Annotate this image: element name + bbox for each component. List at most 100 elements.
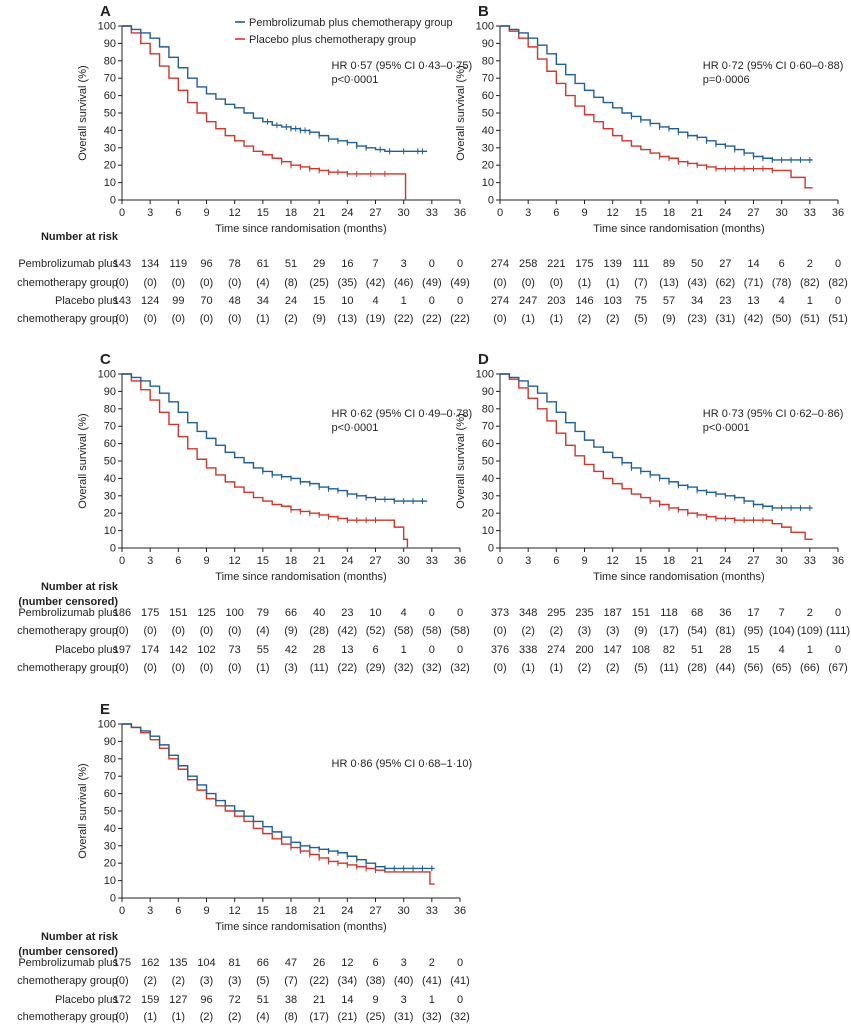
risk-cell: (4) [256,625,269,637]
x-axis-label: Time since randomisation (months) [593,571,764,583]
risk-cell: 187 [603,607,621,619]
y-tick-label: 10 [482,177,494,189]
x-tick-label: 3 [147,207,153,219]
risk-cell: 3 [401,994,407,1006]
risk-cell: 16 [341,258,353,270]
p-value-text: p=0·0006 [703,74,750,86]
p-value-text: p<0·0001 [703,422,750,434]
risk-cell: (32) [450,1011,470,1023]
risk-cell: 3 [401,957,407,969]
risk-cell: (1) [550,662,563,674]
y-tick-label: 80 [104,403,116,415]
risk-cell: 143 [113,258,131,270]
x-tick-label: 12 [229,905,241,917]
x-tick-label: 24 [719,555,731,567]
x-tick-label: 18 [663,207,675,219]
risk-cell: (21) [338,1011,358,1023]
hazard-ratio-text: HR 0·72 (95% CI 0·60–0·88) [703,60,844,72]
y-tick-label: 100 [476,369,494,381]
risk-cell: 151 [632,607,650,619]
y-tick-label: 60 [482,438,494,450]
risk-table-header: Number at risk [41,231,119,243]
risk-cell: (1) [606,277,619,289]
y-tick-label: 70 [104,771,116,783]
y-tick-label: 70 [104,73,116,85]
risk-cell: 26 [313,957,325,969]
risk-cell: 274 [547,644,565,656]
risk-row-label: Placebo plus [55,644,118,656]
risk-cell: (35) [338,277,358,289]
risk-cell: 235 [575,607,593,619]
risk-cell: 124 [141,295,159,307]
risk-cell: (62) [716,277,736,289]
risk-cell: 295 [547,607,565,619]
risk-cell: (9) [284,625,297,637]
y-tick-label: 20 [104,508,116,520]
risk-cell: (54) [687,625,707,637]
y-tick-label: 10 [104,525,116,537]
y-tick-label: 20 [104,858,116,870]
panel-letter: E [100,701,110,718]
p-value-text: p<0·0001 [332,74,379,86]
risk-cell: (0) [550,277,563,289]
risk-cell: (0) [228,313,241,325]
x-tick-label: 30 [776,555,788,567]
risk-cell: 4 [779,295,785,307]
series-line-placebo [122,723,435,885]
x-tick-label: 24 [341,207,353,219]
x-axis-label: Time since randomisation (months) [593,223,764,235]
risk-row-label: Pembrolizumab plus [18,258,118,270]
x-tick-label: 27 [747,555,759,567]
risk-cell: 143 [113,295,131,307]
risk-cell: (22) [450,313,470,325]
series-line-pembrolizumab [122,373,428,502]
x-tick-label: 33 [426,555,438,567]
y-tick-label: 30 [482,490,494,502]
y-tick-label: 60 [482,90,494,102]
risk-row-label: chemotherapy group [17,1011,118,1023]
hazard-ratio-text: HR 0·57 (95% CI 0·43–0·75) [332,60,473,72]
risk-cell: (1) [256,662,269,674]
y-tick-label: 90 [482,386,494,398]
risk-cell: 70 [200,295,212,307]
x-tick-label: 33 [804,555,816,567]
y-tick-label: 80 [482,55,494,67]
risk-cell: (1) [172,1011,185,1023]
risk-cell: 73 [229,644,241,656]
risk-cell: 1 [401,644,407,656]
y-tick-label: 100 [476,21,494,33]
risk-cell: (0) [115,313,128,325]
risk-cell: 72 [229,994,241,1006]
risk-cell: (1) [578,277,591,289]
risk-cell: 10 [341,295,353,307]
risk-row-label: chemotherapy group [17,662,118,674]
x-tick-label: 12 [607,555,619,567]
risk-cell: (8) [284,277,297,289]
risk-cell: 4 [779,644,785,656]
risk-cell: 50 [691,258,703,270]
risk-cell: (56) [744,662,764,674]
risk-cell: 108 [632,644,650,656]
y-tick-label: 40 [104,125,116,137]
risk-cell: 172 [113,994,131,1006]
risk-cell: 274 [491,295,509,307]
risk-cell: (71) [744,277,764,289]
y-tick-label: 20 [482,508,494,520]
risk-cell: (42) [338,625,358,637]
risk-cell: (32) [422,662,442,674]
risk-cell: (111) [826,625,850,637]
risk-table-header: Number at risk [41,931,119,943]
risk-cell: (3) [578,625,591,637]
risk-cell: (95) [744,625,764,637]
x-tick-label: 33 [426,905,438,917]
risk-cell: 175 [113,957,131,969]
panel-letter: A [100,3,111,20]
panel-letter: B [478,3,489,20]
x-tick-label: 36 [454,207,466,219]
risk-cell: (0) [172,313,185,325]
y-tick-label: 30 [482,142,494,154]
risk-cell: 376 [491,644,509,656]
y-tick-label: 90 [104,38,116,50]
